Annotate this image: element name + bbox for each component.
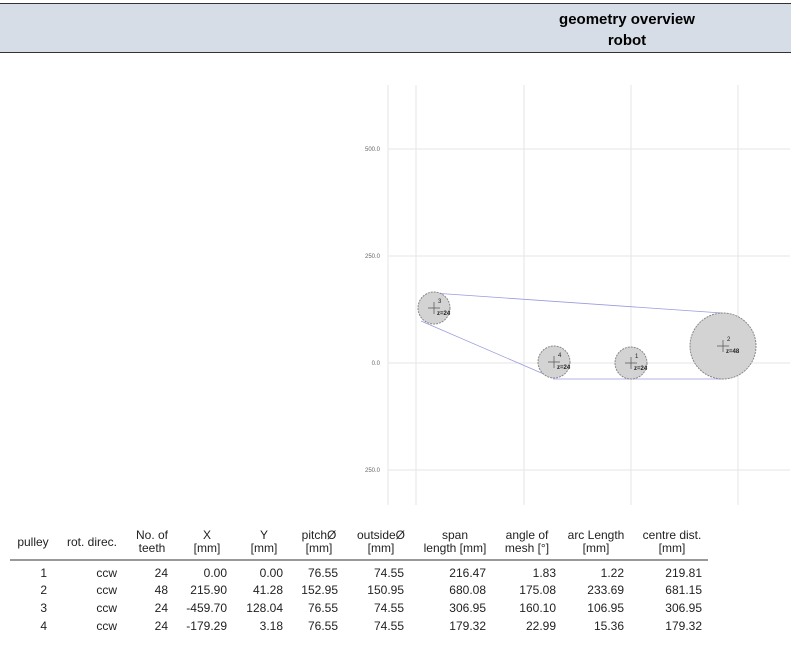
- y-axis-label: 500.0: [365, 147, 381, 153]
- pulley-number: 4: [558, 353, 562, 359]
- table-cell: 680.08: [449, 583, 486, 597]
- column-header: [mm]: [251, 541, 278, 555]
- table-cell: 219.81: [665, 566, 702, 580]
- table-cell: ccw: [96, 583, 117, 597]
- table-cell: 1: [40, 566, 47, 580]
- pulley-center: [548, 356, 560, 368]
- pulley-center: [625, 357, 637, 369]
- column-header: [mm]: [368, 541, 395, 555]
- table-cell: 41.28: [253, 583, 283, 597]
- table-cell: 179.32: [665, 619, 702, 633]
- pulley-teeth: z=24: [634, 366, 648, 372]
- column-header: length [mm]: [424, 541, 487, 555]
- table-cell: 233.69: [587, 583, 624, 597]
- pulley-number: 1: [635, 354, 639, 360]
- pulley-center: [717, 340, 729, 352]
- y-axis-label: 250.0: [365, 468, 381, 474]
- table-cell: 4: [40, 619, 47, 633]
- pulley-teeth: z=48: [726, 349, 740, 355]
- y-axis-label: 0.0: [372, 361, 381, 367]
- table-cell: 76.55: [308, 566, 338, 580]
- column-header: teeth: [139, 541, 166, 555]
- pulley-teeth: z=24: [557, 365, 571, 371]
- header: geometry overview robot: [0, 3, 791, 53]
- table-cell: 1.83: [533, 566, 557, 580]
- column-header: centre dist.: [643, 528, 702, 542]
- table-cell: 2: [40, 583, 47, 597]
- table-cell: 152.95: [301, 583, 338, 597]
- column-header: rot. direc.: [67, 535, 117, 549]
- table-cell: 48: [155, 583, 169, 597]
- grid: [387, 85, 790, 505]
- table-cell: 3.18: [260, 619, 284, 633]
- column-header: arc Length: [568, 528, 625, 542]
- table-cell: 179.32: [449, 619, 486, 633]
- pulley-teeth: z=24: [437, 311, 451, 317]
- column-header: pitchØ: [302, 528, 337, 542]
- column-header: No. of: [136, 528, 169, 542]
- belt: [420, 292, 724, 380]
- table-cell: ccw: [96, 566, 117, 580]
- table-cell: 106.95: [587, 601, 624, 615]
- table-cell: 0.00: [204, 566, 228, 580]
- pulley-center: [428, 302, 440, 314]
- table-cell: -459.70: [186, 601, 227, 615]
- table-cell: 74.55: [374, 601, 404, 615]
- table-cell: -179.29: [186, 619, 227, 633]
- table-cell: 24: [155, 566, 169, 580]
- table-cell: 24: [155, 601, 169, 615]
- column-header: X: [203, 528, 211, 542]
- table-cell: 150.95: [367, 583, 404, 597]
- table-cell: 306.95: [665, 601, 702, 615]
- column-header: [mm]: [306, 541, 333, 555]
- table-cell: 216.47: [449, 566, 486, 580]
- column-header: angle of: [506, 528, 549, 542]
- table-cell: 681.15: [665, 583, 702, 597]
- column-header: pulley: [17, 535, 48, 549]
- y-axis-label: 250.0: [365, 254, 381, 260]
- column-header: [mm]: [659, 541, 686, 555]
- pulley-number: 2: [727, 337, 731, 343]
- table-cell: ccw: [96, 601, 117, 615]
- header-subtitle: robot: [607, 32, 647, 49]
- table-cell: 74.55: [374, 566, 404, 580]
- table-cell: 306.95: [449, 601, 486, 615]
- table-cell: 15.36: [594, 619, 624, 633]
- column-header: outsideØ: [357, 528, 405, 542]
- table-cell: 1.22: [601, 566, 625, 580]
- table-cell: 0.00: [260, 566, 284, 580]
- table-cell: 22.99: [526, 619, 556, 633]
- pulley-number: 3: [438, 299, 442, 305]
- table-cell: 74.55: [374, 619, 404, 633]
- table-cell: 128.04: [246, 601, 283, 615]
- column-header: mesh [°]: [505, 541, 549, 555]
- column-header: Y: [260, 528, 268, 542]
- column-header: [mm]: [194, 541, 221, 555]
- table-cell: ccw: [96, 619, 117, 633]
- table-cell: 76.55: [308, 619, 338, 633]
- table-cell: 175.08: [519, 583, 556, 597]
- column-header: [mm]: [583, 541, 610, 555]
- pulleys: [417, 291, 757, 380]
- table-cell: 24: [155, 619, 169, 633]
- table-cell: 3: [40, 601, 47, 615]
- column-header: span: [442, 528, 468, 542]
- table-cell: 160.10: [519, 601, 556, 615]
- table-cell: 215.90: [190, 583, 227, 597]
- table-cell: 76.55: [308, 601, 338, 615]
- header-title: geometry overview: [559, 11, 695, 28]
